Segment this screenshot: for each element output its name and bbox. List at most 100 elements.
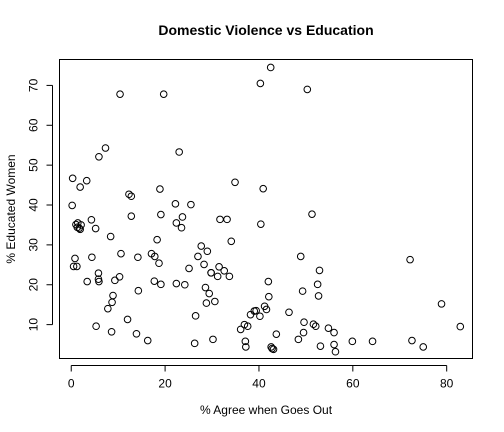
data-point bbox=[112, 277, 119, 284]
data-point bbox=[192, 313, 199, 320]
data-point bbox=[301, 319, 308, 326]
data-point bbox=[93, 323, 100, 330]
data-point bbox=[212, 298, 219, 305]
data-point bbox=[178, 224, 185, 231]
data-point bbox=[214, 273, 221, 280]
data-point bbox=[151, 278, 158, 285]
data-point bbox=[316, 267, 323, 274]
data-point bbox=[72, 255, 79, 262]
data-point bbox=[420, 344, 427, 351]
data-point bbox=[188, 201, 195, 208]
data-point bbox=[133, 330, 140, 337]
data-point bbox=[273, 331, 280, 338]
data-point bbox=[299, 288, 306, 295]
data-point bbox=[92, 225, 99, 232]
data-point bbox=[157, 186, 164, 193]
data-point bbox=[198, 243, 205, 250]
data-point bbox=[191, 340, 198, 347]
data-point bbox=[304, 86, 311, 93]
data-points bbox=[69, 64, 464, 355]
data-point bbox=[295, 336, 302, 343]
data-point bbox=[69, 175, 76, 182]
data-point bbox=[210, 336, 217, 343]
data-point bbox=[309, 211, 316, 218]
y-axis-label: % Educated Women bbox=[4, 154, 18, 263]
data-point bbox=[124, 316, 131, 323]
data-point bbox=[135, 254, 142, 261]
y-axis: 10 20 30 40 50 60 70 bbox=[27, 78, 53, 331]
data-point bbox=[208, 269, 215, 276]
x-tick-label: 0 bbox=[68, 377, 75, 391]
data-point bbox=[108, 328, 115, 335]
data-point bbox=[77, 184, 84, 191]
data-point bbox=[331, 341, 338, 348]
data-point bbox=[203, 300, 210, 307]
data-point bbox=[300, 329, 307, 336]
data-point bbox=[457, 323, 464, 330]
data-point bbox=[172, 201, 179, 208]
y-tick-label: 70 bbox=[27, 78, 41, 92]
data-point bbox=[109, 299, 116, 306]
x-tick-label: 80 bbox=[440, 377, 454, 391]
data-point bbox=[117, 91, 124, 98]
y-tick-label: 10 bbox=[27, 318, 41, 332]
data-point bbox=[314, 281, 321, 288]
x-tick-label: 60 bbox=[346, 377, 360, 391]
data-point bbox=[217, 216, 224, 223]
data-point bbox=[267, 64, 274, 71]
data-point bbox=[266, 293, 273, 300]
data-point bbox=[84, 278, 91, 285]
x-axis-label: % Agree when Goes Out bbox=[200, 403, 333, 417]
data-point bbox=[156, 260, 163, 267]
data-point bbox=[265, 278, 272, 285]
plot-area-frame bbox=[60, 60, 473, 359]
data-point bbox=[349, 338, 356, 345]
y-tick-label: 50 bbox=[27, 158, 41, 172]
data-point bbox=[186, 265, 193, 272]
data-point bbox=[195, 253, 202, 260]
data-point bbox=[224, 216, 231, 223]
data-point bbox=[286, 309, 293, 316]
data-point bbox=[221, 267, 228, 274]
data-point bbox=[116, 273, 123, 280]
data-point bbox=[128, 213, 135, 220]
data-point bbox=[202, 284, 209, 291]
data-point bbox=[83, 177, 90, 184]
y-tick-label: 30 bbox=[27, 238, 41, 252]
data-point bbox=[144, 337, 151, 344]
data-point bbox=[257, 313, 264, 320]
data-point bbox=[89, 254, 96, 261]
data-point bbox=[88, 216, 95, 223]
data-point bbox=[438, 301, 445, 308]
data-point bbox=[409, 337, 416, 344]
x-tick-label: 20 bbox=[158, 377, 172, 391]
y-tick-label: 60 bbox=[27, 118, 41, 132]
data-point bbox=[102, 145, 109, 152]
data-point bbox=[135, 287, 142, 294]
data-point bbox=[206, 290, 213, 297]
data-point bbox=[257, 80, 264, 87]
x-axis: 0 20 40 60 80 bbox=[68, 366, 454, 391]
data-point bbox=[228, 238, 235, 245]
data-point bbox=[69, 202, 76, 209]
data-point bbox=[407, 256, 414, 263]
data-point bbox=[232, 179, 239, 186]
data-point bbox=[317, 343, 324, 350]
data-point bbox=[173, 280, 180, 287]
data-point bbox=[260, 185, 267, 192]
data-point bbox=[118, 250, 125, 257]
data-point bbox=[258, 221, 265, 228]
data-point bbox=[369, 338, 376, 345]
data-point bbox=[176, 149, 183, 156]
data-point bbox=[297, 253, 304, 260]
data-point bbox=[315, 293, 322, 300]
data-point bbox=[226, 273, 233, 280]
x-tick-label: 40 bbox=[252, 377, 266, 391]
data-point bbox=[160, 91, 167, 98]
data-point bbox=[332, 348, 339, 355]
data-point bbox=[96, 153, 103, 160]
data-point bbox=[154, 236, 161, 243]
data-point bbox=[182, 281, 189, 288]
y-tick-label: 40 bbox=[27, 198, 41, 212]
